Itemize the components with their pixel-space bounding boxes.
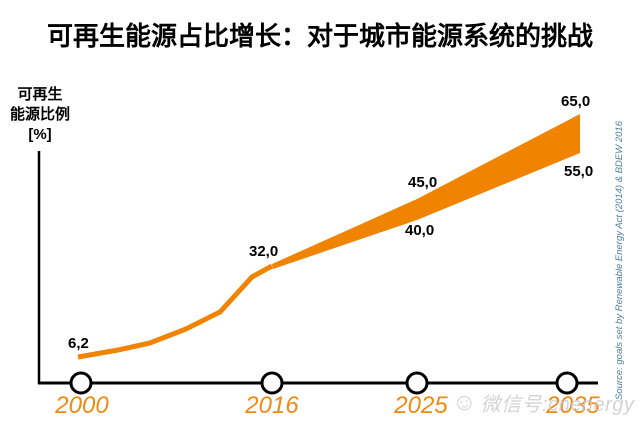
- tick-circle-2035: [555, 371, 579, 395]
- value-label-2025-low: 40,0: [405, 222, 435, 239]
- y-axis-label-line3: [%]: [28, 126, 52, 143]
- tick-circle-2000: [69, 371, 93, 395]
- historical-line: [77, 263, 274, 360]
- value-label-2025-high: 45,0: [408, 174, 438, 191]
- x-tick-2035: 2035: [546, 392, 600, 419]
- tick-circle-2025: [405, 371, 429, 395]
- value-label-2035-low: 55,0: [564, 163, 594, 180]
- y-axis-label: 可再生 能源比例 [%]: [0, 85, 80, 145]
- y-axis-label-line1: 可再生: [17, 86, 63, 103]
- value-label-2016: 32,0: [249, 243, 279, 260]
- x-tick-2000: 2000: [55, 392, 109, 419]
- tick-circle-2016: [260, 371, 284, 395]
- source-note: Source: goals set by Renewable Energy Ac…: [614, 121, 625, 400]
- page-title: 可再生能源占比增长：对于城市能源系统的挑战: [46, 21, 593, 51]
- watermark-text: 微信号:cnenergy: [480, 394, 635, 416]
- value-label-2035-high: 65,0: [561, 93, 591, 110]
- smiley-icon: ☺: [449, 386, 479, 418]
- value-label-2000: 6,2: [68, 335, 89, 352]
- target-range-wedge: [272, 114, 580, 269]
- y-axis-label-line2: 能源比例: [9, 106, 70, 123]
- x-tick-2025: 2025: [394, 392, 448, 419]
- watermark: ☺ 微信号:cnenergy: [449, 386, 635, 418]
- x-tick-2016: 2016: [245, 392, 299, 419]
